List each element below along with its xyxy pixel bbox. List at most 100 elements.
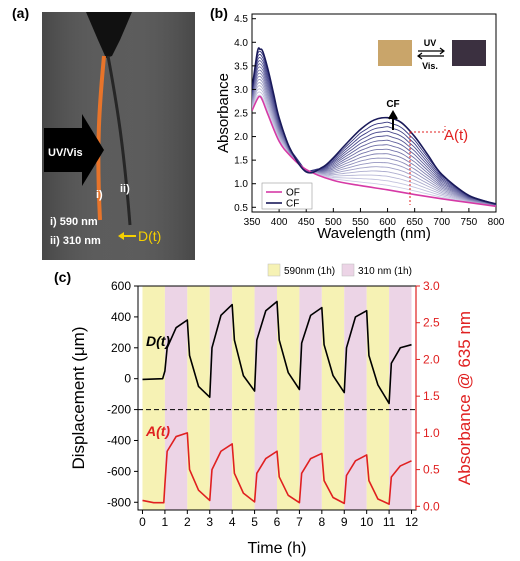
panel-c-legend: 590nm (1h) 310 nm (1h) bbox=[267, 263, 412, 277]
y-tick-label-b: 4.5 bbox=[234, 14, 248, 25]
y-tick-label-c: -800 bbox=[107, 495, 131, 509]
y2-tick-label-c: 1.5 bbox=[423, 389, 440, 403]
fiber-holder bbox=[86, 12, 132, 58]
illumination-band bbox=[209, 286, 233, 510]
of-sample-swatch bbox=[378, 40, 412, 66]
x-tick-label-b: 600 bbox=[379, 217, 396, 228]
y2-tick-label-c: 2.5 bbox=[423, 316, 440, 330]
x-tick-label-c: 2 bbox=[184, 515, 191, 529]
x-tick-label-b: 650 bbox=[406, 217, 423, 228]
cf-sample-swatch bbox=[452, 40, 486, 66]
illumination-band bbox=[321, 286, 345, 510]
y2-tick-label-c: 0.5 bbox=[423, 463, 440, 477]
x-tick-label-b: 550 bbox=[352, 217, 369, 228]
x-tick-label-c: 9 bbox=[341, 515, 348, 529]
y-tick-label-c: -400 bbox=[107, 433, 131, 447]
x-axis-title-b: Wavelength (nm) bbox=[317, 225, 431, 242]
y-tick-label-c: 600 bbox=[111, 279, 131, 293]
y-tick-label-b: 3.5 bbox=[234, 61, 248, 72]
fiber-ii-label: ii) bbox=[120, 183, 130, 195]
dt-label-c: D(t) bbox=[146, 333, 170, 349]
illumination-band bbox=[389, 286, 412, 510]
y-tick-label-b: 1.5 bbox=[234, 156, 248, 167]
absorbance-line bbox=[142, 432, 412, 505]
series-group-c bbox=[142, 300, 412, 505]
y2-tick-label-c: 1.0 bbox=[423, 426, 440, 440]
dt-arrowhead-icon bbox=[118, 232, 124, 240]
x-tick-label-b: 400 bbox=[271, 217, 288, 228]
uv-vis-arrow-text: UV/Vis bbox=[48, 147, 83, 159]
legend-590: i) 590 nm bbox=[50, 216, 98, 228]
y2-tick-label-c: 2.0 bbox=[423, 352, 440, 366]
illumination-band bbox=[187, 286, 210, 510]
panel-a-label: (a) bbox=[12, 5, 29, 21]
x-tick-label-b: 450 bbox=[298, 217, 315, 228]
y-axis-title-c: Displacement (μm) bbox=[69, 327, 88, 470]
uv-vis-arrow-icon bbox=[44, 114, 104, 186]
legend-label-cf: CF bbox=[286, 199, 299, 210]
cf-up-arrow-icon bbox=[388, 109, 398, 130]
illumination-band bbox=[366, 286, 390, 510]
legend-310-swatch bbox=[341, 263, 355, 277]
uv-switch-label: UV bbox=[424, 38, 437, 48]
y-tick-label-b: 0.5 bbox=[234, 203, 248, 214]
displacement-line bbox=[142, 300, 412, 405]
panel-a-photo: UV/Vis i) ii) i) 590 nm ii) 310 nm D(t) bbox=[42, 12, 195, 260]
y2-tick-label-c: 3.0 bbox=[423, 279, 440, 293]
x-tick-label-b: 800 bbox=[488, 217, 505, 228]
fiber-ii bbox=[106, 55, 132, 226]
y-tick-label-c: -200 bbox=[107, 403, 131, 417]
x-tick-label-c: 12 bbox=[405, 515, 419, 529]
x-tick-label-c: 3 bbox=[206, 515, 213, 529]
x-tick-label-c: 1 bbox=[162, 515, 169, 529]
forward-arrow-icon bbox=[418, 47, 445, 55]
y-tick-label-b: 4.0 bbox=[234, 38, 248, 49]
illumination-band bbox=[344, 286, 367, 510]
x-tick-label-c: 11 bbox=[383, 515, 396, 529]
x-axis-title-c: Time (h) bbox=[248, 540, 307, 557]
vis-switch-label: Vis. bbox=[422, 61, 438, 71]
y-tick-label-b: 3.0 bbox=[234, 85, 248, 96]
series-of-line bbox=[252, 95, 496, 208]
illumination-band bbox=[254, 286, 277, 510]
legend-310-text: 310 nm (1h) bbox=[358, 266, 412, 277]
panel-b-annotations: UV Vis. CF A(t) bbox=[378, 38, 486, 205]
illumination-band bbox=[164, 286, 188, 510]
legend-310: ii) 310 nm bbox=[50, 235, 101, 247]
y2-tick-label-c: 0.0 bbox=[423, 499, 440, 513]
legend-box-b bbox=[261, 182, 313, 210]
panel-c-label: (c) bbox=[54, 269, 71, 285]
at-label-c: A(t) bbox=[145, 423, 170, 439]
reverse-arrow-icon bbox=[417, 52, 444, 60]
legend-label-of: OF bbox=[286, 188, 300, 199]
fiber-i bbox=[96, 55, 106, 221]
y-axis-title-b: Absorbance bbox=[215, 73, 232, 153]
x-tick-label-b: 750 bbox=[461, 217, 478, 228]
y-tick-label-c: 0 bbox=[124, 372, 131, 386]
legend-590-swatch bbox=[267, 263, 281, 277]
x-tick-label-c: 8 bbox=[318, 515, 325, 529]
x-tick-label-c: 7 bbox=[296, 515, 303, 529]
y-tick-label-c: 200 bbox=[111, 341, 131, 355]
x-tick-label-c: 4 bbox=[229, 515, 236, 529]
x-tick-label-b: 700 bbox=[433, 217, 450, 228]
y-tick-label-b: 2.0 bbox=[234, 132, 248, 143]
x-tick-label-c: 0 bbox=[139, 515, 146, 529]
x-tick-label-b: 350 bbox=[244, 217, 261, 228]
legend-590-text: 590nm (1h) bbox=[284, 266, 335, 277]
displacement-absorbance-chart: 0 1 2 3 4 5 6 7 8 9 10 11 126004002000-200-400-600-8… bbox=[69, 279, 474, 557]
x-tick-label-b: 500 bbox=[325, 217, 342, 228]
illumination-band bbox=[232, 286, 255, 510]
fiber-i-label: i) bbox=[96, 189, 103, 201]
dt-label-a: D(t) bbox=[138, 228, 161, 244]
y2-axis-title-c: Absorbance @ 635 nm bbox=[455, 311, 474, 485]
y-tick-label-b: 2.5 bbox=[234, 109, 248, 120]
spectra-group bbox=[252, 47, 496, 208]
x-tick-label-c: 5 bbox=[251, 515, 258, 529]
series-cf-line bbox=[252, 47, 496, 205]
x-tick-label-c: 10 bbox=[360, 515, 374, 529]
illumination-band bbox=[277, 286, 300, 510]
panel-b-label: (b) bbox=[210, 5, 228, 21]
